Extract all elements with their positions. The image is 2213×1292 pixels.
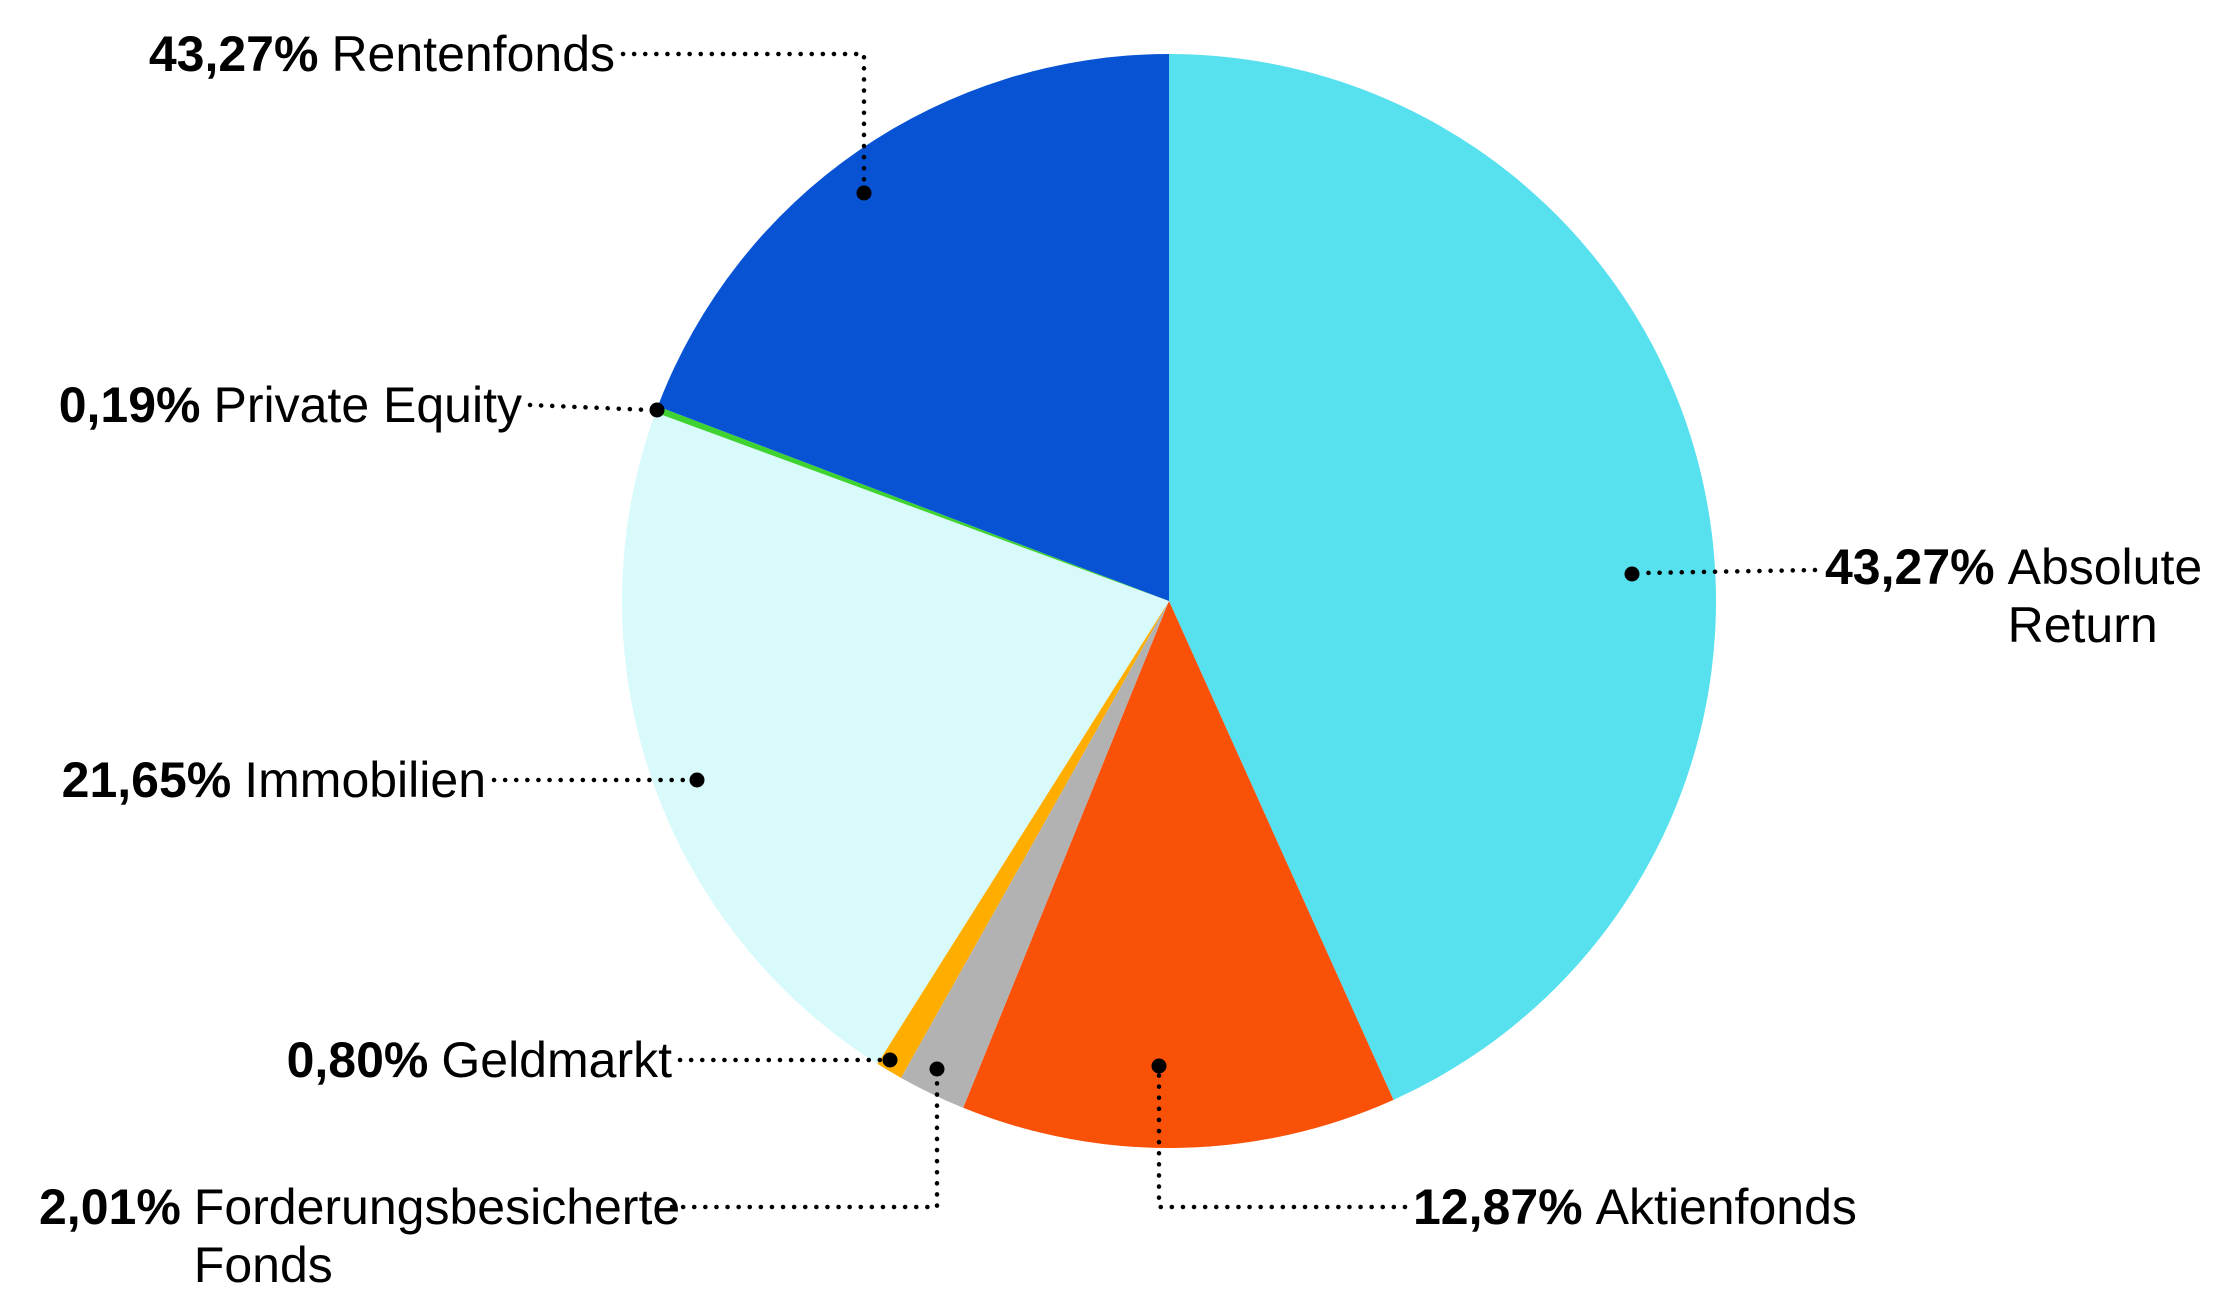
pie-slice-immobilien: [621, 412, 1169, 1064]
label-aktienfonds: 12,87% Aktienfonds: [1413, 1178, 1857, 1236]
callout-dot-private-equity: [649, 402, 665, 418]
pie-slice-absolute-return: [1169, 54, 1716, 1100]
callout-dot-immobilien: [689, 772, 705, 788]
geldmarkt-percent: 0,80%: [286, 1032, 429, 1088]
label-forderungsbesicherte-fonds: 2,01% Forderungsbesicherte Fonds: [39, 1178, 694, 1292]
absolute-return-percent: 43,27%: [1825, 539, 1995, 595]
label-private-equity: 0,19% Private Equity: [59, 376, 522, 434]
callout-dot-geldmarkt: [882, 1052, 898, 1068]
label-immobilien: 21,65% Immobilien: [62, 751, 486, 809]
callout-leader-aktienfonds: [1156, 1072, 1408, 1210]
callout-leader-forderungsbesicherte-fonds: [669, 1075, 940, 1210]
callout-leader-rentenfonds: [620, 51, 867, 188]
pie-slice-forderungsbesicherte-fonds: [900, 601, 1169, 1108]
label-rentenfonds: 43,27% Rentenfonds: [149, 25, 615, 83]
callout-dot-absolute-return: [1624, 566, 1640, 582]
callout-leader-private-equity: [527, 402, 653, 413]
absolute-return-name: Absolute Return: [2007, 539, 2203, 653]
forderungsbesicherte-percent: 2,01%: [39, 1179, 181, 1235]
rentenfonds-percent: 43,27%: [148, 26, 319, 82]
label-geldmarkt: 0,80% Geldmarkt: [287, 1031, 672, 1089]
pie-slice-geldmarkt: [877, 601, 1169, 1078]
callout-dot-aktienfonds: [1151, 1058, 1167, 1074]
private-equity-name: Private Equity: [213, 377, 522, 433]
callout-dot-forderungsbesicherte-fonds: [929, 1061, 945, 1077]
callout-dot-rentenfonds: [856, 185, 872, 201]
aktienfonds-percent: 12,87%: [1413, 1179, 1583, 1235]
rentenfonds-name: Rentenfonds: [331, 26, 615, 82]
pie-slice-rentenfonds: [657, 54, 1169, 601]
label-absolute-return: 43,27% Absolute Return: [1825, 538, 2213, 654]
aktienfonds-name: Aktienfonds: [1595, 1179, 1857, 1235]
private-equity-percent: 0,19%: [58, 377, 201, 433]
geldmarkt-name: Geldmarkt: [441, 1032, 672, 1088]
immobilien-name: Immobilien: [244, 752, 486, 808]
callout-leader-absolute-return: [1639, 567, 1818, 576]
forderungsbesicherte-name: Forderungsbesicherte Fonds: [193, 1179, 681, 1292]
pie-slice-aktienfonds: [963, 601, 1394, 1149]
immobilien-percent: 21,65%: [61, 752, 232, 808]
pie-slice-private-equity: [655, 406, 1169, 601]
